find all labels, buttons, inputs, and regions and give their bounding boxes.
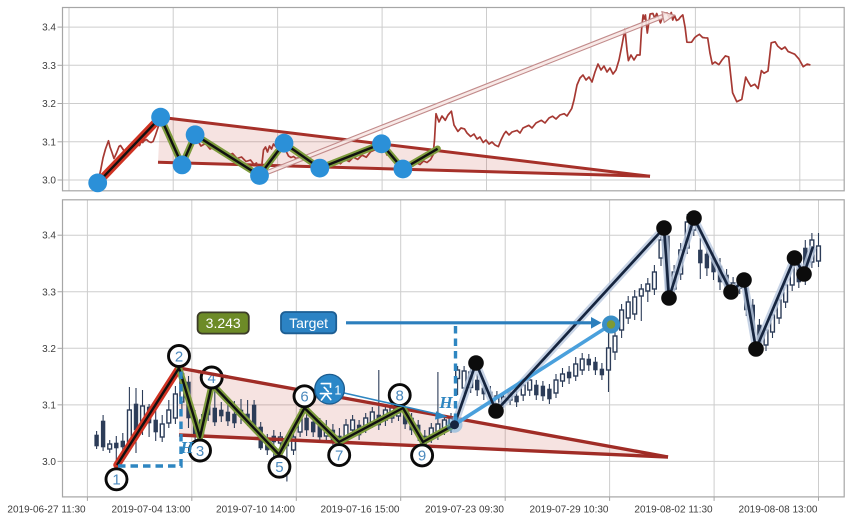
svg-text:H: H bbox=[438, 393, 453, 412]
svg-text:1: 1 bbox=[112, 472, 120, 489]
svg-text:2019-06-27 11:30: 2019-06-27 11:30 bbox=[7, 505, 86, 516]
svg-text:2019-08-02 11:30: 2019-08-02 11:30 bbox=[634, 505, 713, 516]
svg-text:3.243: 3.243 bbox=[206, 315, 241, 331]
svg-text:2019-07-23 09:30: 2019-07-23 09:30 bbox=[425, 505, 504, 516]
svg-text:3: 3 bbox=[196, 443, 204, 460]
svg-text:3.3: 3.3 bbox=[42, 61, 56, 72]
svg-text:4: 4 bbox=[208, 370, 216, 387]
svg-text:2019-08-08 13:00: 2019-08-08 13:00 bbox=[739, 505, 818, 516]
svg-text:9: 9 bbox=[418, 448, 426, 465]
svg-text:5: 5 bbox=[275, 459, 283, 476]
svg-text:7: 7 bbox=[335, 447, 343, 464]
svg-text:3.1: 3.1 bbox=[42, 400, 56, 411]
svg-text:2019-07-16 15:00: 2019-07-16 15:00 bbox=[321, 505, 400, 516]
svg-text:1: 1 bbox=[334, 384, 341, 398]
svg-text:3.3: 3.3 bbox=[42, 287, 56, 298]
svg-text:3.4: 3.4 bbox=[42, 23, 56, 34]
svg-text:2: 2 bbox=[175, 348, 183, 365]
svg-text:2019-07-04 13:00: 2019-07-04 13:00 bbox=[112, 505, 191, 516]
svg-text:3.0: 3.0 bbox=[42, 176, 56, 187]
svg-text:3.1: 3.1 bbox=[42, 137, 56, 148]
svg-text:8: 8 bbox=[396, 387, 404, 404]
svg-text:6: 6 bbox=[300, 389, 308, 406]
svg-text:3.2: 3.2 bbox=[42, 344, 56, 355]
svg-text:3.4: 3.4 bbox=[42, 231, 56, 242]
svg-text:3.2: 3.2 bbox=[42, 99, 56, 110]
svg-text:Target: Target bbox=[289, 315, 328, 331]
svg-text:3.0: 3.0 bbox=[42, 457, 56, 468]
svg-text:2019-07-10 14:00: 2019-07-10 14:00 bbox=[216, 505, 295, 516]
svg-text:2019-07-29 10:30: 2019-07-29 10:30 bbox=[530, 505, 609, 516]
svg-text:H: H bbox=[179, 438, 194, 457]
